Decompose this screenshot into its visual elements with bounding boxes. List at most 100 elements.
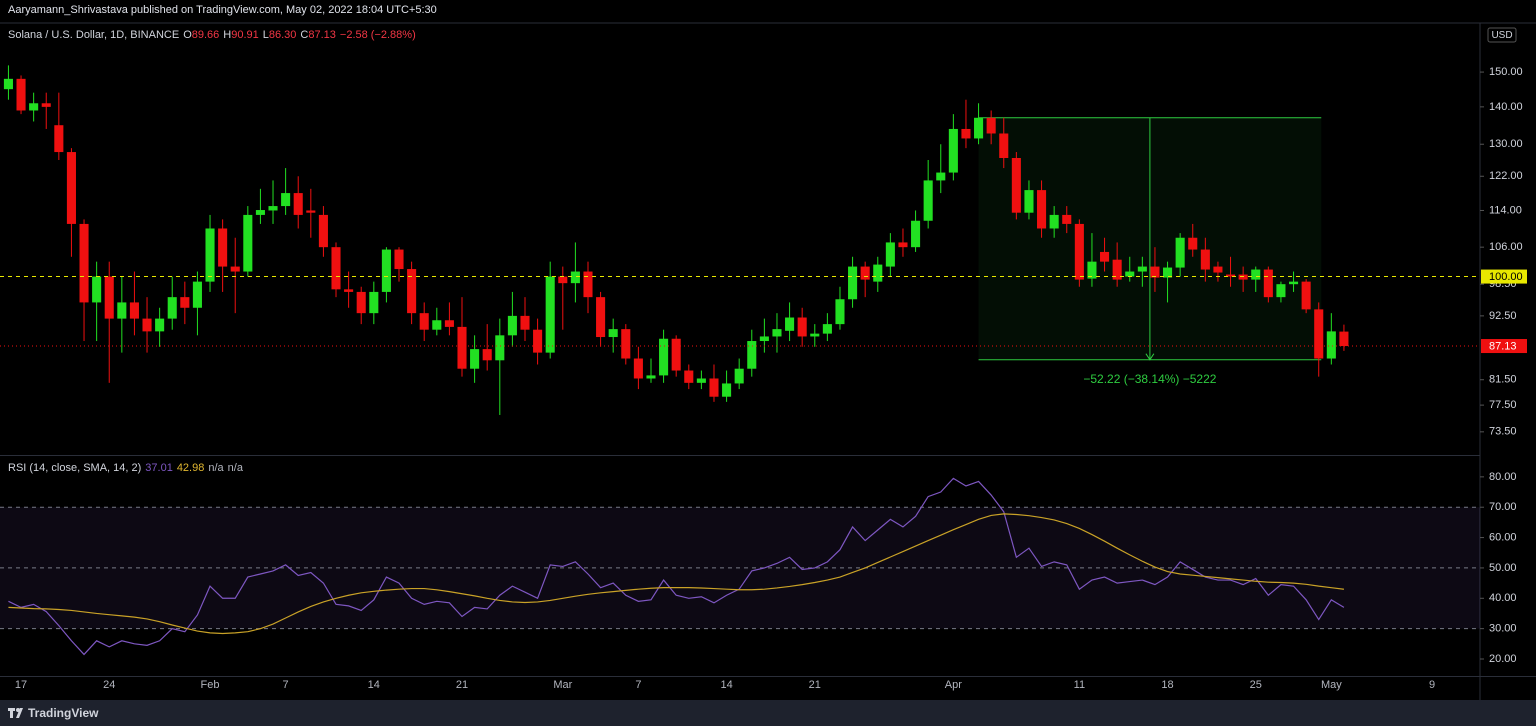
candle-body	[1326, 331, 1336, 359]
candle-body	[29, 103, 39, 111]
candle-body	[646, 375, 656, 379]
candle-body	[66, 152, 76, 224]
candle-body	[986, 117, 996, 134]
publisher: Aaryamann_Shrivastava published on Tradi…	[8, 4, 437, 16]
candle-body	[495, 335, 505, 361]
candle-body	[1200, 249, 1210, 270]
candle-body	[633, 358, 643, 379]
x-tick-label: Apr	[945, 679, 962, 691]
candle-body	[205, 228, 215, 282]
candle-body	[835, 299, 845, 325]
rsi-pane	[0, 477, 1480, 656]
candle-body	[1125, 271, 1135, 277]
candle-body	[759, 336, 769, 342]
x-tick-label: 14	[368, 679, 380, 691]
price-label-box	[1481, 339, 1527, 354]
candle-body	[747, 341, 757, 369]
candle-body	[671, 338, 681, 371]
candle-body	[180, 297, 190, 308]
axes: 17 24 Feb 7 14 21 Mar 7 14 21 Apr 11 18 25 May 9 150.00 1…	[15, 66, 1527, 691]
candle-body	[520, 315, 530, 330]
candle-body	[885, 242, 895, 267]
candle-body	[659, 338, 669, 376]
candle-body	[369, 291, 379, 314]
candle-body	[142, 318, 152, 332]
candle-body	[961, 128, 971, 139]
y-tick-label: 81.50	[1489, 374, 1517, 386]
candle-body	[1226, 274, 1236, 277]
candle-body	[1263, 269, 1273, 298]
x-tick-label: 14	[720, 679, 732, 691]
candle-body	[482, 349, 492, 361]
rsi-line	[8, 477, 1345, 656]
legend-value: 86.30	[268, 29, 297, 41]
candle-body	[936, 172, 946, 181]
candle-body	[709, 378, 719, 397]
x-tick-label: 7	[635, 679, 641, 691]
y-tick-label: 122.00	[1489, 170, 1523, 182]
candle-body	[772, 329, 782, 337]
candle-body	[1276, 284, 1286, 298]
candle-body	[167, 297, 177, 319]
candle-body	[1087, 261, 1097, 279]
y-tick-label: 114.00	[1489, 204, 1522, 216]
candle-body	[293, 193, 303, 215]
price-label-box	[1481, 269, 1527, 284]
candle-body	[1011, 158, 1021, 213]
candle-body	[734, 368, 744, 384]
candle-body	[306, 210, 316, 213]
candle-body	[608, 329, 618, 338]
candle-body	[999, 133, 1009, 159]
legend-value: 89.66	[191, 29, 220, 41]
x-tick-label: 21	[809, 679, 821, 691]
candle-body	[1062, 214, 1072, 224]
candle-body	[948, 128, 958, 173]
x-tick-label: 17	[15, 679, 27, 691]
candle-body	[848, 266, 858, 300]
x-tick-label: 7	[283, 679, 289, 691]
candle-body	[243, 214, 253, 272]
candle-body	[79, 223, 89, 303]
candle-body	[230, 266, 240, 272]
candle-body	[1301, 281, 1311, 310]
legend-key: O	[183, 29, 192, 41]
candle-body	[407, 269, 417, 314]
candle-body	[104, 276, 114, 319]
x-tick-label: 24	[103, 679, 115, 691]
candle-body	[255, 210, 265, 215]
candle-body	[533, 329, 543, 353]
legend-value: n/a	[208, 462, 224, 474]
candle-body	[470, 349, 480, 369]
candle-body	[331, 247, 341, 290]
candle-body	[318, 214, 328, 248]
price-pane	[0, 65, 1480, 415]
x-tick-label: May	[1321, 679, 1342, 691]
candle-body	[419, 313, 429, 330]
candle-body	[974, 117, 984, 139]
candle-body	[1339, 331, 1349, 347]
y-tick-label: 130.00	[1489, 138, 1523, 150]
candle-body	[92, 276, 102, 303]
y-tick-label: 140.00	[1489, 101, 1523, 113]
candle-body	[281, 193, 291, 207]
candle-body	[1288, 281, 1299, 285]
candle-body	[1251, 269, 1261, 280]
price-label: 87.13	[1489, 340, 1517, 352]
y-tick-label: 80.00	[1489, 471, 1517, 483]
candle-body	[129, 302, 139, 319]
candle-body	[155, 318, 165, 332]
candle-body	[621, 329, 631, 359]
currency-box	[1487, 27, 1517, 43]
candle-body	[1188, 237, 1198, 250]
candle-body	[923, 180, 933, 221]
rsi-legend: RSI (14, close, SMA, 14, 2) 37.01 42.98 n/a…	[8, 462, 247, 474]
y-tick-label: 40.00	[1489, 592, 1517, 604]
x-tick-label: 18	[1161, 679, 1173, 691]
brand: TradingView	[28, 706, 99, 720]
candle-body	[432, 320, 442, 330]
legend-key: H	[223, 29, 232, 41]
candle-body	[570, 271, 580, 284]
candle-body	[722, 383, 732, 397]
chart: USD 17 24 Feb 7 14 21 Mar 7 14 21 Apr 11 18 25 May 9 150…	[0, 22, 1536, 700]
